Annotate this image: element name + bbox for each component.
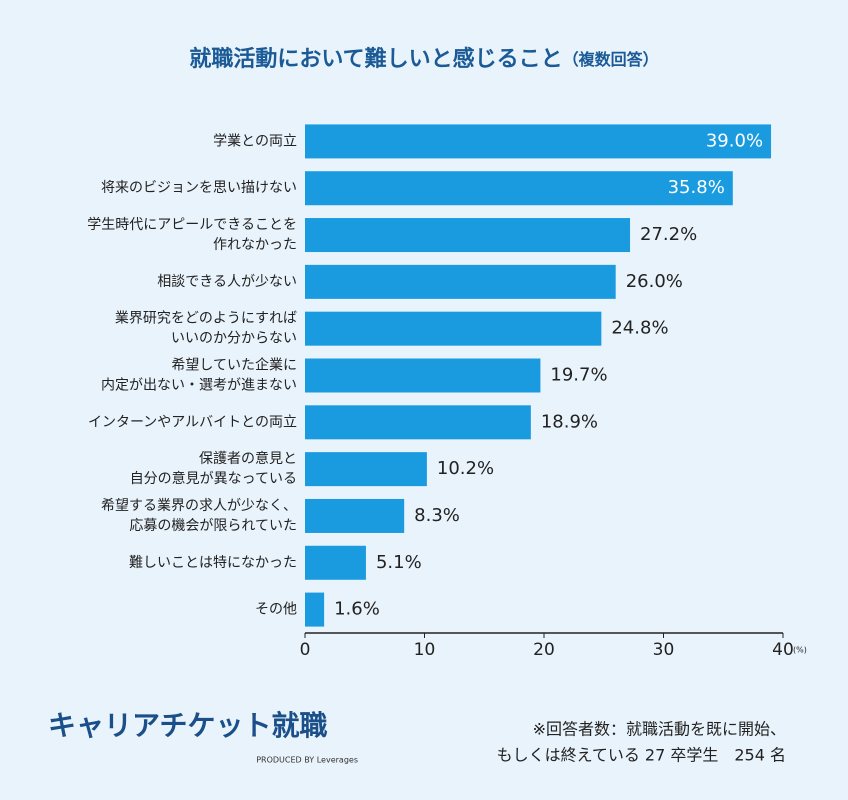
bar bbox=[305, 358, 541, 393]
bar bbox=[305, 405, 531, 440]
x-tick-label: 30 bbox=[653, 640, 675, 660]
note: もしくは終えている 27 卒学生 254 名 bbox=[497, 746, 786, 765]
y-tick-label: 希望する業界の求人が少なく、応募の機会が限られていた bbox=[101, 498, 297, 534]
value-label: 39.0% bbox=[706, 130, 763, 151]
value-label: 27.2% bbox=[640, 224, 697, 245]
y-tick-label: 学生時代にアピールできることを作れなかった bbox=[87, 217, 297, 253]
y-tick-label: 将来のビジョンを思い描けない bbox=[101, 180, 297, 196]
y-tick-label: 希望していた企業に内定が出ない・選考が進まない bbox=[101, 357, 297, 394]
bar bbox=[305, 311, 602, 346]
y-tick-label: 難しいことは特になかった bbox=[129, 555, 297, 571]
y-tick-label: インターンやアルバイトとの両立 bbox=[88, 414, 297, 430]
y-tick-label: 学業との両立 bbox=[213, 133, 297, 149]
value-label: 5.1% bbox=[376, 552, 422, 573]
bar bbox=[305, 545, 366, 580]
y-tick-label: その他 bbox=[255, 602, 297, 618]
bar bbox=[305, 124, 772, 159]
value-label: 1.6% bbox=[334, 599, 380, 620]
y-tick-label: 保護者の意見と自分の意見が異なっている bbox=[130, 450, 297, 487]
x-tick-label: 40 bbox=[772, 640, 794, 660]
value-label: 19.7% bbox=[550, 365, 607, 386]
chart-title-group: 就職活動において難しいと感じること（複数回答） bbox=[189, 46, 658, 72]
chart-title: 就職活動において難しいと感じること bbox=[189, 46, 562, 72]
bar bbox=[305, 452, 427, 487]
bar bbox=[305, 218, 631, 253]
note: ※回答者数：就職活動を既に開始、 bbox=[533, 720, 786, 739]
x-tick-label: 0 bbox=[300, 640, 311, 660]
value-label: 24.8% bbox=[611, 318, 668, 339]
produced-by: PRODUCED BY Leverages bbox=[256, 756, 358, 765]
chart-subtitle: （複数回答） bbox=[563, 50, 659, 69]
y-tick-label: 相談できる人が少ない bbox=[157, 274, 297, 290]
value-label: 26.0% bbox=[626, 271, 683, 292]
logo: キャリアチケット就職 bbox=[48, 709, 327, 742]
value-label: 35.8% bbox=[668, 177, 725, 198]
bar bbox=[305, 498, 405, 533]
bar bbox=[305, 171, 733, 206]
y-tick-label: 業界研究をどのようにすればいいのか分からない bbox=[115, 311, 297, 347]
value-label: 8.3% bbox=[414, 505, 460, 526]
bar bbox=[305, 264, 616, 299]
value-label: 10.2% bbox=[437, 458, 494, 479]
x-tick-label: 10 bbox=[414, 640, 436, 660]
x-unit: (%) bbox=[793, 646, 807, 655]
x-tick-label: 20 bbox=[533, 640, 555, 660]
bar bbox=[305, 592, 325, 627]
value-label: 18.9% bbox=[541, 411, 598, 432]
